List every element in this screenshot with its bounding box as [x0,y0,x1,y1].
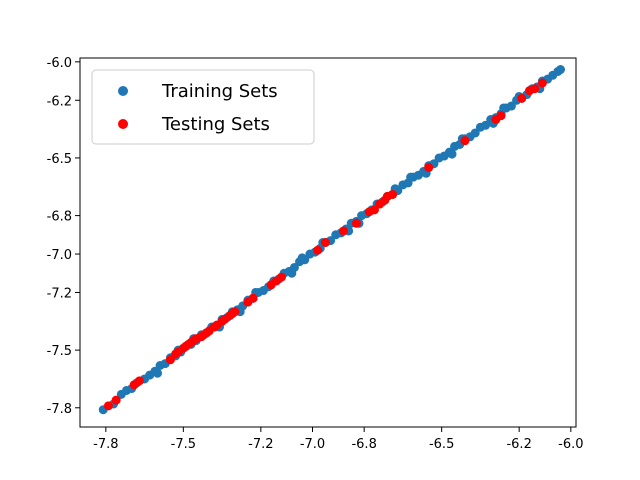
data-point [388,189,398,199]
data-point [277,272,286,282]
y-tick-label: -6.0 [47,56,72,71]
x-tick-label: -6.8 [351,437,376,452]
data-point [517,93,527,103]
x-tick-label: -7.5 [171,437,196,452]
legend-label-testing: Testing Sets [161,114,270,135]
data-point [496,111,506,121]
data-point [313,245,323,255]
data-point [424,163,434,173]
data-point [111,395,121,405]
y-tick-label: -6.2 [47,94,72,109]
data-point [165,355,175,365]
data-point [530,84,540,94]
series-layer [98,65,565,415]
y-tick-label: -6.5 [47,152,72,167]
plot-frame [79,57,577,428]
data-point [339,226,348,236]
x-tick-label: -7.8 [93,437,118,452]
data-point [506,101,516,111]
x-tick-label: -6.5 [429,437,454,452]
data-point [481,120,491,130]
data-point [460,136,470,146]
x-tick-label: -6.0 [558,437,583,452]
data-point [447,149,457,159]
data-point [351,218,361,228]
y-tick-label: -7.2 [47,286,72,301]
data-point [406,172,416,182]
legend-box [91,69,315,145]
x-tick-label: -6.2 [506,437,531,452]
data-point [320,238,330,247]
legend-label-training: Training Sets [161,81,278,102]
data-point [248,293,258,303]
data-point [297,253,307,263]
data-point [103,401,113,411]
data-point [153,368,162,378]
data-point [556,65,565,75]
y-tick-label: -7.8 [47,402,72,417]
data-point [287,268,297,278]
x-tick-label: -7.2 [248,437,273,452]
data-point [370,205,379,215]
data-point [230,307,240,317]
legend: Training Sets Testing Sets [91,69,315,145]
data-point [134,376,144,386]
series-testing [103,78,547,411]
legend-marker-training [118,86,128,96]
legend-marker-testing [118,119,128,129]
x-axis: -7.8 -7.5 -7.2 -7.0 -6.8 -6.5 -6.2 -6.0 [93,427,584,452]
y-axis: -6.0 -6.2 -6.5 -6.8 -7.0 -7.2 -7.5 -7.8 [47,56,80,417]
data-point [537,78,547,88]
data-point [470,128,480,138]
data-point [499,103,509,113]
y-tick-label: -7.0 [47,248,72,263]
y-tick-label: -6.8 [47,210,72,225]
x-tick-label: -7.0 [300,437,325,452]
y-tick-label: -7.5 [47,344,72,359]
